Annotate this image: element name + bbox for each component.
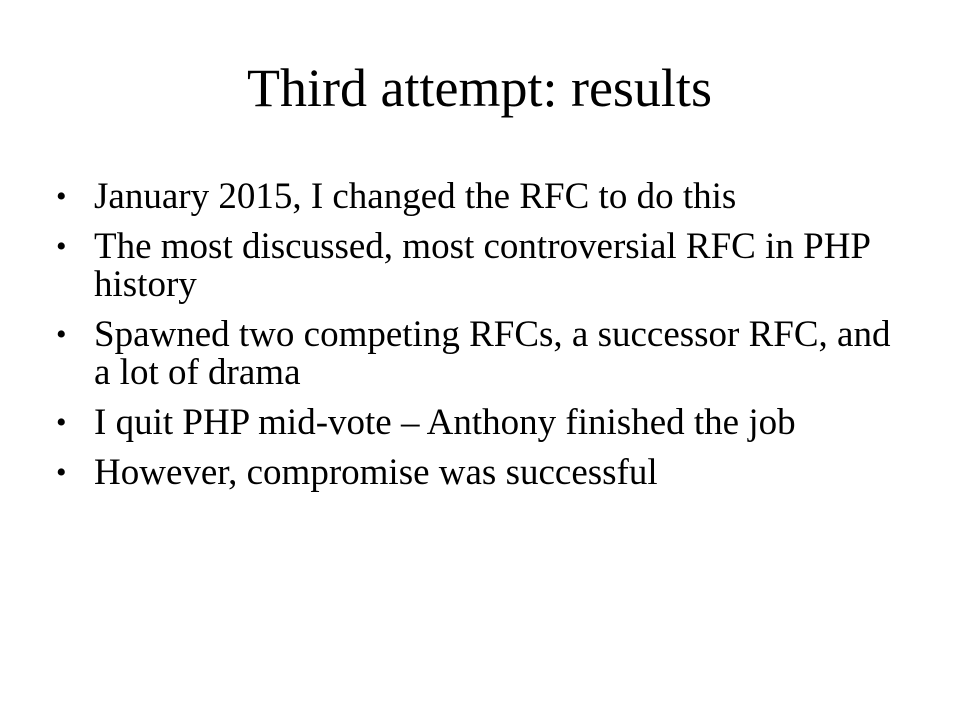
bullet-dot-icon: • xyxy=(56,318,67,351)
bullet-text: Spawned two competing RFCs, a successor … xyxy=(94,314,891,393)
bullet-item: • The most discussed, most controversial… xyxy=(56,228,916,304)
bullet-text: The most discussed, most controversial R… xyxy=(94,226,870,305)
bullet-dot-icon: • xyxy=(56,180,67,213)
bullet-text: I quit PHP mid-vote – Anthony finished t… xyxy=(94,402,796,443)
bullet-item: • January 2015, I changed the RFC to do … xyxy=(56,178,916,216)
bullet-list: • January 2015, I changed the RFC to do … xyxy=(56,178,916,504)
bullet-dot-icon: • xyxy=(56,230,67,263)
bullet-item: • Spawned two competing RFCs, a successo… xyxy=(56,316,916,392)
bullet-item: • However, compromise was successful xyxy=(56,454,916,492)
bullet-dot-icon: • xyxy=(56,456,67,489)
bullet-item: • I quit PHP mid-vote – Anthony finished… xyxy=(56,404,916,442)
bullet-text: However, compromise was successful xyxy=(94,452,658,493)
slide-title: Third attempt: results xyxy=(247,58,712,118)
bullet-text: January 2015, I changed the RFC to do th… xyxy=(94,176,737,217)
bullet-dot-icon: • xyxy=(56,406,67,439)
